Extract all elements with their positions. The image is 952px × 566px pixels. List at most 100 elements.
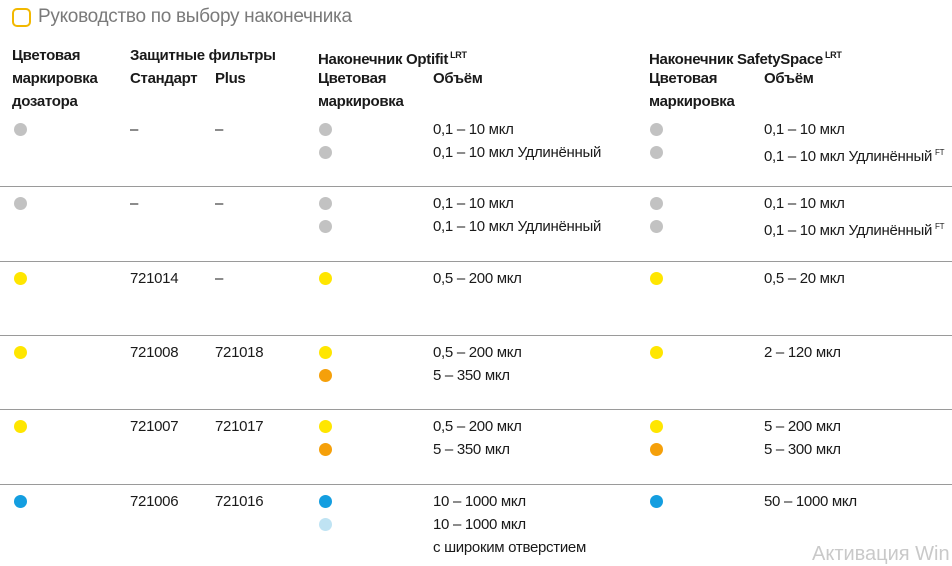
safetyspace-color-dot <box>650 123 663 136</box>
dispenser-color-dot <box>14 420 27 433</box>
optifit-color-dot <box>319 346 332 359</box>
optifit-color-dot <box>319 146 332 159</box>
optifit-volume-cell: 0,1 – 10 мкл <box>433 195 514 212</box>
ft-superscript: FT <box>935 222 945 231</box>
safetyspace-volume-cell: 0,5 – 20 мкл <box>764 267 845 290</box>
header-line: дозатора <box>12 93 78 110</box>
safetyspace-volume-cell: 0,1 – 10 мкл <box>764 192 845 215</box>
safetyspace-volume-cell: 5 – 200 мкл <box>764 415 841 438</box>
plus-filter-cell: 721016 <box>215 493 264 510</box>
safetyspace-color-dot <box>650 420 663 433</box>
safetyspace-volume-text: 5 – 300 мкл <box>764 441 841 458</box>
standard-filter-cell: 721007 <box>130 418 179 435</box>
dispenser-color-dot <box>14 272 27 285</box>
safetyspace-volume-text: 2 – 120 мкл <box>764 344 841 361</box>
header-safetyspace-volume: Объём <box>764 70 814 87</box>
optifit-color-dot <box>319 272 332 285</box>
safetyspace-volume-cell: 2 – 120 мкл <box>764 341 841 364</box>
safetyspace-volume-text: 0,1 – 10 мкл <box>764 121 845 138</box>
optifit-volume-cell: 0,5 – 200 мкл <box>433 418 522 435</box>
row-separator <box>0 335 952 336</box>
header-line: маркировка <box>649 93 735 110</box>
row-separator <box>0 409 952 410</box>
optifit-volume-cell: 10 – 1000 мкл <box>433 493 526 510</box>
header-safetyspace: Наконечник SafetySpace LRT <box>649 44 842 71</box>
standard-filter-cell: 721006 <box>130 493 179 510</box>
plus-filter-cell: – <box>215 195 224 212</box>
optifit-color-dot <box>319 518 332 531</box>
title-checkbox-icon <box>12 7 31 27</box>
optifit-color-dot <box>319 123 332 136</box>
optifit-volume-cell: 0,1 – 10 мкл <box>433 121 514 138</box>
safetyspace-color-dot <box>650 495 663 508</box>
header-plus: Plus <box>215 70 246 87</box>
header-standard: Стандарт <box>130 70 198 87</box>
safetyspace-color-dot <box>650 220 663 233</box>
header-safetyspace-sup: LRT <box>824 50 842 60</box>
header-filters: Защитные фильтры <box>130 47 276 64</box>
optifit-volume-cell: 0,1 – 10 мкл Удлинённый <box>433 218 602 235</box>
optifit-color-dot <box>319 420 332 433</box>
safetyspace-volume-cell: 5 – 300 мкл <box>764 438 841 461</box>
optifit-volume-cell: 10 – 1000 мкл <box>433 516 526 533</box>
plus-filter-cell: 721017 <box>215 418 264 435</box>
dispenser-color-dot <box>14 197 27 210</box>
activation-watermark: Активация Win <box>812 543 950 565</box>
safetyspace-color-dot <box>650 146 663 159</box>
safetyspace-volume-text: 0,5 – 20 мкл <box>764 270 845 287</box>
safetyspace-volume-text: 0,1 – 10 мкл Удлинённый <box>764 148 933 165</box>
header-optifit: Наконечник Optifit LRT <box>318 44 467 71</box>
optifit-volume-cell: с широким отверстием <box>433 539 586 556</box>
header-line: Цветовая <box>649 70 718 87</box>
ft-superscript: FT <box>935 148 945 157</box>
optifit-volume-cell: 0,1 – 10 мкл Удлинённый <box>433 144 602 161</box>
optifit-color-dot <box>319 495 332 508</box>
header-line: Цветовая <box>318 70 387 87</box>
optifit-color-dot <box>319 369 332 382</box>
header-line: Цветовая <box>12 47 81 64</box>
plus-filter-cell: 721018 <box>215 344 264 361</box>
dispenser-color-dot <box>14 346 27 359</box>
plus-filter-cell: – <box>215 121 224 138</box>
optifit-volume-cell: 0,5 – 200 мкл <box>433 270 522 287</box>
header-optifit-color: Цветовая маркировка <box>318 67 404 113</box>
plus-filter-cell: – <box>215 270 224 287</box>
safetyspace-color-dot <box>650 443 663 456</box>
title-text: Руководство по выбору наконечника <box>38 6 352 27</box>
row-separator <box>0 484 952 485</box>
optifit-volume-cell: 5 – 350 мкл <box>433 367 510 384</box>
safetyspace-volume-text: 5 – 200 мкл <box>764 418 841 435</box>
optifit-volume-cell: 0,5 – 200 мкл <box>433 344 522 361</box>
optifit-color-dot <box>319 443 332 456</box>
header-safetyspace-label: Наконечник SafetySpace <box>649 51 823 68</box>
header-optifit-label: Наконечник Optifit <box>318 51 449 68</box>
standard-filter-cell: 721008 <box>130 344 179 361</box>
header-line: маркировка <box>318 93 404 110</box>
dispenser-color-dot <box>14 495 27 508</box>
standard-filter-cell: – <box>130 195 139 212</box>
row-separator <box>0 261 952 262</box>
document-title: Руководство по выбору наконечника <box>12 5 352 29</box>
safetyspace-volume-cell: 0,1 – 10 мкл <box>764 118 845 141</box>
header-optifit-sup: LRT <box>450 50 467 60</box>
safetyspace-color-dot <box>650 346 663 359</box>
optifit-volume-cell: 5 – 350 мкл <box>433 441 510 458</box>
safetyspace-volume-cell: 50 – 1000 мкл <box>764 490 857 513</box>
header-dispenser-color: Цветовая маркировка дозатора <box>12 44 98 113</box>
safetyspace-volume-text: 0,1 – 10 мкл Удлинённый <box>764 222 933 239</box>
row-separator <box>0 186 952 187</box>
header-line: маркировка <box>12 70 98 87</box>
dispenser-color-dot <box>14 123 27 136</box>
safetyspace-color-dot <box>650 197 663 210</box>
safetyspace-volume-cell: 0,1 – 10 мкл Удлинённый FT <box>764 141 945 168</box>
header-optifit-volume: Объём <box>433 70 483 87</box>
optifit-color-dot <box>319 197 332 210</box>
standard-filter-cell: 721014 <box>130 270 179 287</box>
safetyspace-volume-cell: 0,1 – 10 мкл Удлинённый FT <box>764 215 945 242</box>
safetyspace-color-dot <box>650 272 663 285</box>
optifit-color-dot <box>319 220 332 233</box>
standard-filter-cell: – <box>130 121 139 138</box>
header-safetyspace-color: Цветовая маркировка <box>649 67 735 113</box>
safetyspace-volume-text: 50 – 1000 мкл <box>764 493 857 510</box>
safetyspace-volume-text: 0,1 – 10 мкл <box>764 195 845 212</box>
